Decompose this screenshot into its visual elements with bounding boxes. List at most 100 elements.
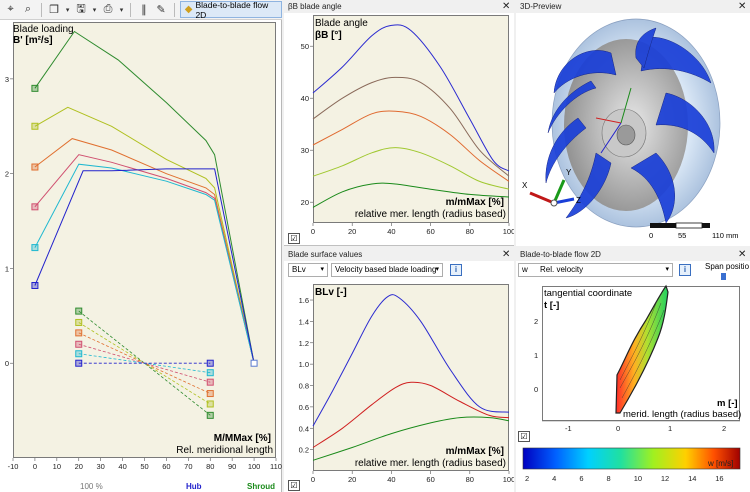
svg-text:1: 1 (534, 351, 538, 360)
footer-span-value: 100 % (80, 482, 103, 491)
edit-curve-icon[interactable]: ✎ (156, 4, 166, 16)
close-icon[interactable]: ✕ (738, 249, 747, 260)
series-line-shroud (312, 24, 510, 172)
close-icon[interactable]: ✕ (502, 1, 511, 12)
control-point-marker[interactable] (31, 244, 39, 252)
surface-values-chart[interactable]: 0 20 40 60 80 100 0.2 0.4 0.6 0.8 1.0 1.2 1.4 1.6 (284, 248, 514, 492)
close-icon[interactable]: ✕ (738, 1, 747, 12)
y-tick-label: 1 (5, 264, 9, 273)
active-tab-label: Blade-to-blade flow 2D (195, 0, 269, 20)
options-checkbox-button[interactable]: ☑ (288, 233, 300, 244)
zoom-icon[interactable]: ⌕ (24, 3, 31, 15)
blade-angle-chart[interactable]: 0 20 40 60 80 100 20 30 40 50 (284, 0, 514, 246)
x-tick-label: 60 (426, 475, 434, 484)
preview-panel: 3D-Preview ✕ (516, 0, 750, 246)
blade-loading-panel: -10 0 10 20 30 40 50 60 70 80 90 100 110 0 1 2 3 Blade l… (0, 20, 282, 492)
series-line-s2 (34, 106, 255, 364)
x-tick-label: 90 (228, 462, 236, 471)
control-point-marker[interactable] (31, 122, 39, 130)
colorbar-tick-label: 16 (715, 474, 723, 483)
measure-icon[interactable]: ∥ (141, 4, 147, 16)
blade-to-blade-tab-button[interactable]: ◆ Blade-to-blade flow 2D (179, 0, 283, 20)
impeller-3d-view[interactable]: X Y Z 0 55 110 mm (516, 13, 750, 246)
control-point-marker[interactable] (75, 307, 83, 315)
print-icon[interactable]: ⎙ (103, 3, 113, 15)
blade-loading-plot-area[interactable] (13, 22, 276, 458)
surface-mode-select[interactable]: Velocity based blade loading ▾ (331, 263, 443, 277)
surface-ylabel: BLv [-] (315, 287, 347, 298)
control-point-marker[interactable] (31, 163, 39, 171)
control-point-marker[interactable] (31, 281, 39, 289)
b2b-quantity-select[interactable]: w Rel. velocity ▾ (518, 263, 673, 277)
blade-angle-panel-title: βB blade angle (284, 0, 514, 13)
control-point-marker[interactable] (206, 400, 214, 408)
x-tick-label: 80 (466, 475, 474, 484)
blade-loading-xlabel: M/MMax [%] (213, 433, 271, 444)
axis-triad (529, 179, 575, 207)
control-point-marker[interactable] (206, 411, 214, 419)
blade-angle-ylabel: βB [°] (315, 30, 342, 41)
scale-bar (650, 222, 710, 229)
x-tick-label: 40 (387, 227, 395, 236)
blade-loading-xsub: Rel. meridional length (176, 445, 273, 456)
control-point-marker[interactable] (75, 340, 83, 348)
surface-quantity-select[interactable]: BLv ▾ (288, 263, 328, 277)
y-tick-label: 2 (5, 170, 9, 179)
info-button[interactable]: i (679, 264, 691, 276)
b2b-xlabel1: m [-] (717, 398, 738, 409)
control-point-marker[interactable] (75, 359, 83, 367)
axis-z-label: Z (576, 196, 581, 205)
control-point-marker[interactable] (206, 378, 214, 386)
x-tick-label: 60 (426, 227, 434, 236)
dropdown-icon[interactable]: ▾ (119, 6, 124, 14)
options-checkbox-button[interactable]: ☑ (288, 480, 300, 491)
blade-angle-panel: βB blade angle ✕ 0 20 40 60 80 100 20 30 40 50 Bl… (284, 0, 514, 246)
x-tick-label: 30 (96, 462, 104, 471)
footer-shroud-label: Shroud (247, 482, 275, 491)
svg-text:2: 2 (722, 424, 726, 433)
blade-loading-chart[interactable]: -10 0 10 20 30 40 50 60 70 80 90 100 110 0 1 2 3 (0, 20, 282, 492)
y-tick-label: 1.4 (299, 317, 309, 326)
b2b-quantity-short: w (522, 265, 528, 274)
x-tick-label: 100 (248, 462, 261, 471)
control-point-marker[interactable] (206, 359, 214, 367)
b2b-plot-area[interactable] (542, 286, 740, 421)
x-tick-label: 110 (270, 462, 282, 471)
control-point-marker[interactable] (31, 203, 39, 211)
pointer-icon[interactable]: ⌖ (7, 3, 14, 15)
surface-values-panel: Blade surface values ✕ BLv ▾ Velocity bas… (284, 248, 514, 492)
toolbar-separator (173, 2, 175, 17)
dropdown-icon[interactable]: ▾ (65, 6, 70, 14)
x-tick-label: 20 (348, 475, 356, 484)
x-tick-label: 20 (75, 462, 83, 471)
close-icon[interactable]: ✕ (502, 249, 511, 260)
x-tick-label: 80 (206, 462, 214, 471)
control-point-marker[interactable] (31, 84, 39, 92)
control-point-marker[interactable] (75, 329, 83, 337)
svg-text:-1: -1 (565, 424, 572, 433)
control-point-marker[interactable] (206, 390, 214, 398)
control-point-marker[interactable] (75, 318, 83, 326)
series-line-s3 (34, 138, 255, 364)
b2b-ylabel2: t [-] (544, 300, 559, 311)
info-button[interactable]: i (450, 264, 462, 276)
x-tick-label: 0 (311, 475, 315, 484)
save-icon[interactable]: 🖫 (76, 3, 86, 15)
dropdown-icon[interactable]: ▾ (92, 6, 97, 14)
surface-plot-area[interactable] (313, 284, 509, 471)
axis-y-label: Y (566, 168, 572, 177)
options-checkbox-button[interactable]: ☑ (518, 431, 530, 442)
y-tick-label: 1.2 (299, 339, 309, 348)
control-point-marker[interactable] (206, 369, 214, 377)
control-point-marker[interactable] (75, 350, 83, 358)
y-tick-label: 1.6 (299, 296, 309, 305)
series-line-hub (34, 168, 255, 364)
end-point-marker[interactable] (250, 359, 258, 367)
series-line-shroud (34, 30, 255, 364)
b2b-y-ticks: 2 1 0 (534, 317, 538, 394)
span-position-label: Span positio (705, 262, 750, 271)
scale-label-0: 0 (649, 231, 653, 240)
b2b-chart[interactable]: -1 0 1 2 2 1 0 tangential coordinate t [… (516, 248, 750, 492)
copy-icon[interactable]: ❐ (49, 4, 60, 16)
span-position-slider[interactable] (721, 273, 726, 280)
